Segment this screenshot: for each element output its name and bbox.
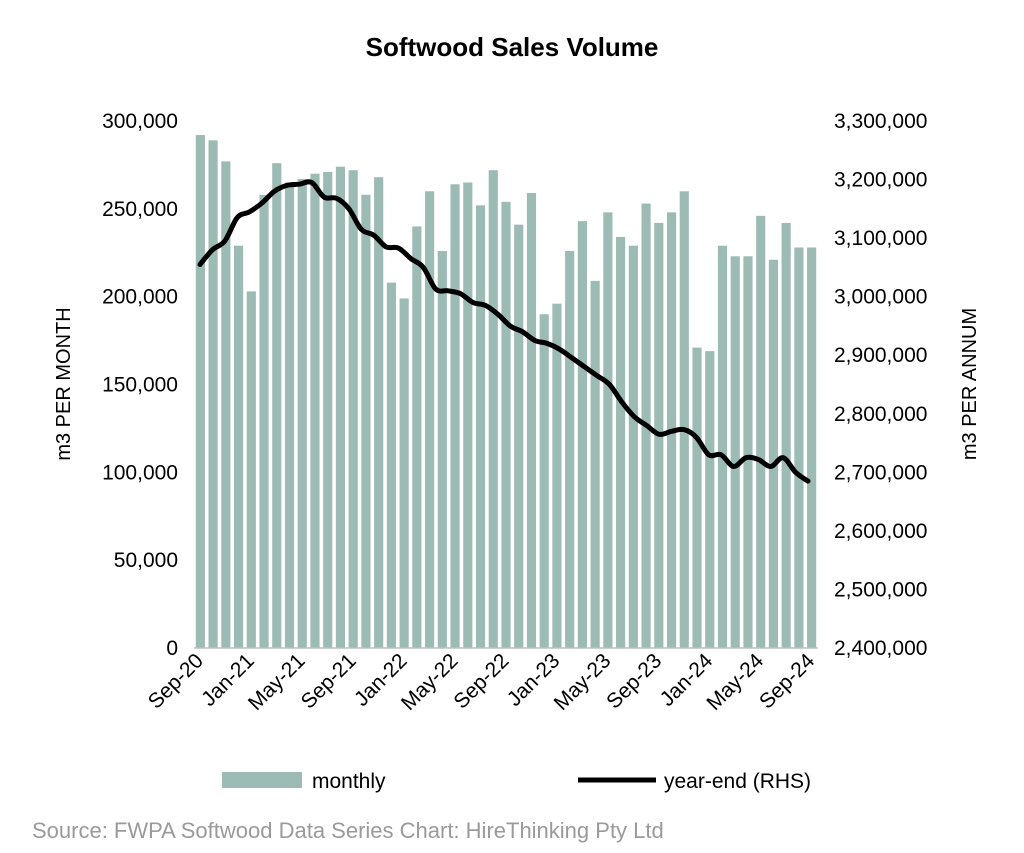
bar-monthly	[361, 194, 371, 648]
chart-title: Softwood Sales Volume	[366, 32, 659, 62]
bar-monthly	[272, 163, 282, 648]
bar-monthly	[501, 201, 511, 648]
left-axis-ticks: 0 50,000 100,000 150,000 200,000 250,000 300,0…	[102, 110, 178, 660]
bar-monthly	[284, 182, 295, 649]
bar-monthly	[297, 178, 307, 648]
bar-monthly	[399, 298, 409, 648]
bar-monthly	[768, 259, 779, 648]
bar-monthly	[259, 194, 269, 648]
right-tick-label: 2,900,000	[834, 344, 927, 367]
bar-monthly	[323, 171, 333, 648]
source-note: Source: FWPA Softwood Data Series Chart:…	[32, 818, 664, 843]
bar-monthly	[221, 161, 231, 648]
left-tick-label: 200,000	[102, 286, 178, 309]
bar-monthly	[679, 191, 689, 648]
bar-monthly	[208, 140, 218, 648]
bar-monthly	[590, 280, 600, 648]
right-tick-label: 3,000,000	[834, 286, 927, 309]
x-tick-label: May-21	[244, 649, 310, 715]
bar-monthly	[412, 226, 422, 648]
bar-monthly	[195, 135, 205, 649]
left-tick-label: 150,000	[102, 374, 178, 397]
monthly-bars	[195, 135, 817, 649]
bar-monthly	[616, 236, 626, 648]
bar-monthly	[386, 282, 396, 648]
left-tick-label: 0	[166, 637, 178, 660]
bar-monthly	[514, 224, 524, 648]
x-tick-label: Sep-21	[297, 649, 361, 713]
year-end-line	[197, 179, 811, 484]
bar-monthly	[692, 347, 702, 648]
legend: monthly year-end (RHS)	[222, 770, 811, 793]
x-tick-label: Sep-23	[602, 649, 666, 713]
left-axis-title: m3 PER MONTH	[53, 307, 75, 460]
bar-monthly	[374, 177, 384, 648]
bar-monthly	[437, 250, 447, 649]
bar-monthly	[705, 351, 715, 648]
left-tick-label: 100,000	[102, 461, 178, 484]
x-tick-label: May-24	[702, 649, 768, 715]
bar-monthly	[475, 205, 486, 648]
left-tick-label: 300,000	[102, 110, 178, 133]
bar-monthly	[539, 314, 549, 648]
bar-monthly	[603, 212, 613, 648]
right-tick-label: 2,400,000	[834, 637, 927, 660]
bar-monthly	[577, 221, 587, 648]
right-tick-label: 2,800,000	[834, 403, 927, 426]
bar-monthly	[463, 182, 473, 649]
right-tick-label: 3,300,000	[834, 110, 927, 133]
bar-monthly	[335, 166, 346, 649]
bar-monthly	[794, 247, 804, 649]
bar-monthly	[246, 291, 256, 648]
left-tick-label: 50,000	[114, 549, 178, 572]
bar-monthly	[743, 256, 753, 648]
x-tick-label: May-22	[397, 649, 463, 715]
bar-monthly	[730, 256, 740, 648]
right-tick-label: 3,100,000	[834, 227, 927, 250]
bar-monthly	[425, 191, 435, 648]
bar-monthly	[552, 303, 562, 648]
left-tick-label: 250,000	[102, 198, 178, 221]
bar-monthly	[756, 215, 766, 649]
right-axis-ticks: 2,400,000 2,500,000 2,600,000 2,700,000 2,80…	[834, 110, 927, 660]
bar-monthly	[348, 170, 358, 648]
bar-monthly	[233, 245, 244, 648]
x-tick-label: May-23	[550, 649, 616, 715]
right-tick-label: 2,700,000	[834, 461, 927, 484]
x-axis-ticks: Sep-20Jan-21May-21Sep-21Jan-22May-22Sep-…	[144, 649, 820, 715]
right-tick-label: 2,500,000	[834, 578, 927, 601]
legend-label-year-end: year-end (RHS)	[664, 770, 811, 793]
bar-monthly	[450, 184, 460, 649]
legend-label-monthly: monthly	[312, 770, 386, 793]
right-tick-label: 2,600,000	[834, 520, 927, 543]
bar-monthly	[628, 245, 638, 648]
x-tick-label: Sep-24	[755, 649, 819, 713]
right-tick-label: 3,200,000	[834, 169, 927, 192]
bar-monthly	[565, 250, 575, 649]
bar-monthly	[526, 193, 537, 648]
bar-monthly	[310, 173, 320, 648]
bar-monthly	[488, 170, 498, 648]
bar-monthly	[717, 245, 728, 648]
bar-monthly	[807, 247, 817, 649]
bar-monthly	[781, 222, 791, 648]
x-tick-label: Sep-22	[449, 649, 513, 713]
legend-swatch-monthly	[222, 772, 302, 788]
right-axis-title: m3 PER ANNUM	[959, 308, 981, 460]
